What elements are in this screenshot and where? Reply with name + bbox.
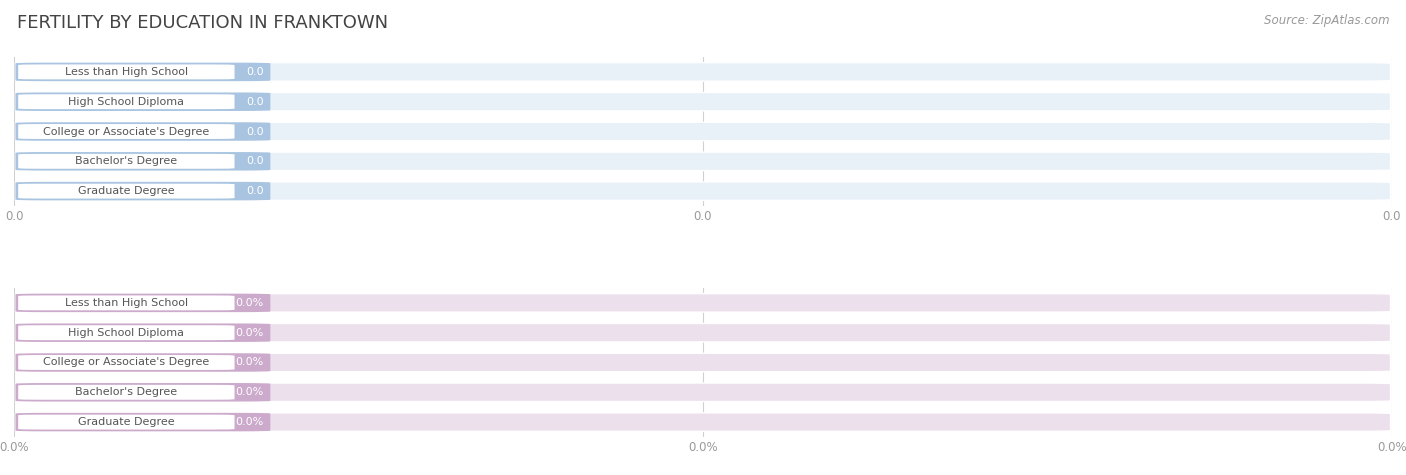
- FancyBboxPatch shape: [18, 65, 235, 79]
- FancyBboxPatch shape: [15, 63, 1391, 81]
- FancyBboxPatch shape: [15, 294, 1391, 312]
- FancyBboxPatch shape: [15, 182, 270, 200]
- Text: 0.0%: 0.0%: [235, 328, 263, 338]
- Text: Graduate Degree: Graduate Degree: [79, 186, 174, 196]
- Text: 0.0: 0.0: [246, 97, 263, 107]
- Text: Source: ZipAtlas.com: Source: ZipAtlas.com: [1264, 14, 1389, 27]
- FancyBboxPatch shape: [15, 63, 270, 81]
- FancyBboxPatch shape: [18, 154, 235, 169]
- FancyBboxPatch shape: [15, 413, 1391, 431]
- FancyBboxPatch shape: [15, 413, 270, 431]
- FancyBboxPatch shape: [15, 353, 1391, 372]
- Text: 0.0: 0.0: [246, 126, 263, 136]
- FancyBboxPatch shape: [15, 383, 1391, 401]
- Text: High School Diploma: High School Diploma: [69, 97, 184, 107]
- Text: 0.0: 0.0: [246, 67, 263, 77]
- Text: 0.0%: 0.0%: [235, 358, 263, 368]
- FancyBboxPatch shape: [15, 294, 270, 312]
- FancyBboxPatch shape: [18, 184, 235, 199]
- Text: 0.0%: 0.0%: [235, 298, 263, 308]
- Text: 0.0%: 0.0%: [235, 387, 263, 397]
- FancyBboxPatch shape: [15, 323, 270, 342]
- Text: College or Associate's Degree: College or Associate's Degree: [44, 126, 209, 136]
- FancyBboxPatch shape: [18, 385, 235, 400]
- FancyBboxPatch shape: [15, 93, 1391, 111]
- FancyBboxPatch shape: [18, 355, 235, 370]
- Text: 0.0: 0.0: [246, 186, 263, 196]
- FancyBboxPatch shape: [15, 353, 270, 372]
- Text: 0.0: 0.0: [246, 156, 263, 166]
- FancyBboxPatch shape: [15, 122, 270, 141]
- Text: FERTILITY BY EDUCATION IN FRANKTOWN: FERTILITY BY EDUCATION IN FRANKTOWN: [17, 14, 388, 32]
- FancyBboxPatch shape: [18, 415, 235, 429]
- FancyBboxPatch shape: [15, 383, 270, 401]
- Text: Bachelor's Degree: Bachelor's Degree: [76, 387, 177, 397]
- Text: Less than High School: Less than High School: [65, 298, 188, 308]
- FancyBboxPatch shape: [18, 325, 235, 340]
- FancyBboxPatch shape: [15, 152, 1391, 171]
- FancyBboxPatch shape: [18, 124, 235, 139]
- FancyBboxPatch shape: [18, 94, 235, 109]
- Text: Bachelor's Degree: Bachelor's Degree: [76, 156, 177, 166]
- FancyBboxPatch shape: [15, 323, 1391, 342]
- FancyBboxPatch shape: [18, 295, 235, 310]
- Text: Graduate Degree: Graduate Degree: [79, 417, 174, 427]
- Text: High School Diploma: High School Diploma: [69, 328, 184, 338]
- FancyBboxPatch shape: [15, 122, 1391, 141]
- FancyBboxPatch shape: [15, 152, 270, 171]
- Text: College or Associate's Degree: College or Associate's Degree: [44, 358, 209, 368]
- FancyBboxPatch shape: [15, 93, 270, 111]
- Text: Less than High School: Less than High School: [65, 67, 188, 77]
- FancyBboxPatch shape: [15, 182, 1391, 200]
- Text: 0.0%: 0.0%: [235, 417, 263, 427]
